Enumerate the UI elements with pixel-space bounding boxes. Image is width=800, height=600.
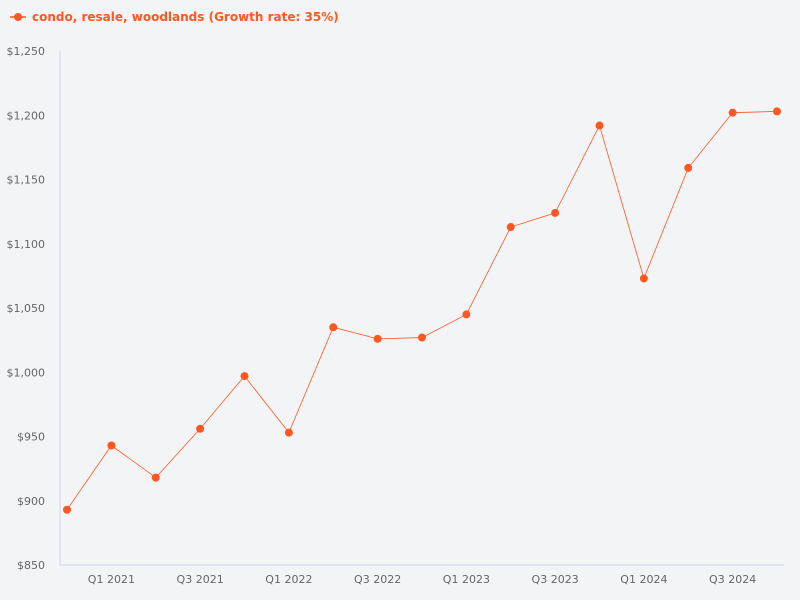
- data-point: [418, 333, 426, 342]
- data-point: [639, 274, 648, 283]
- x-tick-label: Q1 2023: [443, 573, 490, 586]
- data-point: [240, 372, 249, 381]
- data-point: [284, 428, 293, 437]
- data-point: [151, 473, 160, 482]
- data-point: [506, 223, 515, 232]
- x-tick-label: Q3 2021: [177, 573, 224, 586]
- data-point: [196, 424, 205, 433]
- data-point: [728, 108, 737, 117]
- legend[interactable]: condo, resale, woodlands (Growth rate: 3…: [10, 10, 339, 24]
- y-tick-label: $950: [17, 431, 45, 444]
- x-tick-label: Q3 2023: [532, 573, 579, 586]
- x-tick-label: Q1 2021: [88, 573, 135, 586]
- x-tick-label: Q3 2024: [709, 573, 756, 586]
- legend-label: condo, resale, woodlands (Growth rate: 3…: [32, 10, 339, 24]
- y-tick-label: $850: [17, 559, 45, 572]
- data-point: [329, 323, 338, 332]
- x-tick-label: Q1 2024: [620, 573, 667, 586]
- y-tick-label: $1,050: [7, 302, 46, 315]
- data-point: [107, 441, 116, 450]
- data-point: [373, 334, 382, 343]
- y-tick-label: $900: [17, 495, 45, 508]
- y-tick-label: $1,250: [7, 45, 46, 58]
- data-point: [63, 505, 71, 514]
- series-line: [66, 110, 778, 510]
- y-tick-label: $1,100: [7, 238, 46, 251]
- x-tick-label: Q1 2022: [265, 573, 312, 586]
- y-tick-label: $1,000: [7, 366, 46, 379]
- y-tick-label: $1,150: [7, 174, 46, 187]
- data-point: [773, 107, 781, 116]
- data-point: [551, 208, 560, 217]
- legend-marker-icon: [10, 13, 26, 21]
- y-tick-label: $1,200: [7, 109, 46, 122]
- data-point: [595, 121, 604, 130]
- data-point: [684, 163, 693, 172]
- x-tick-label: Q3 2022: [354, 573, 401, 586]
- data-point: [462, 310, 471, 319]
